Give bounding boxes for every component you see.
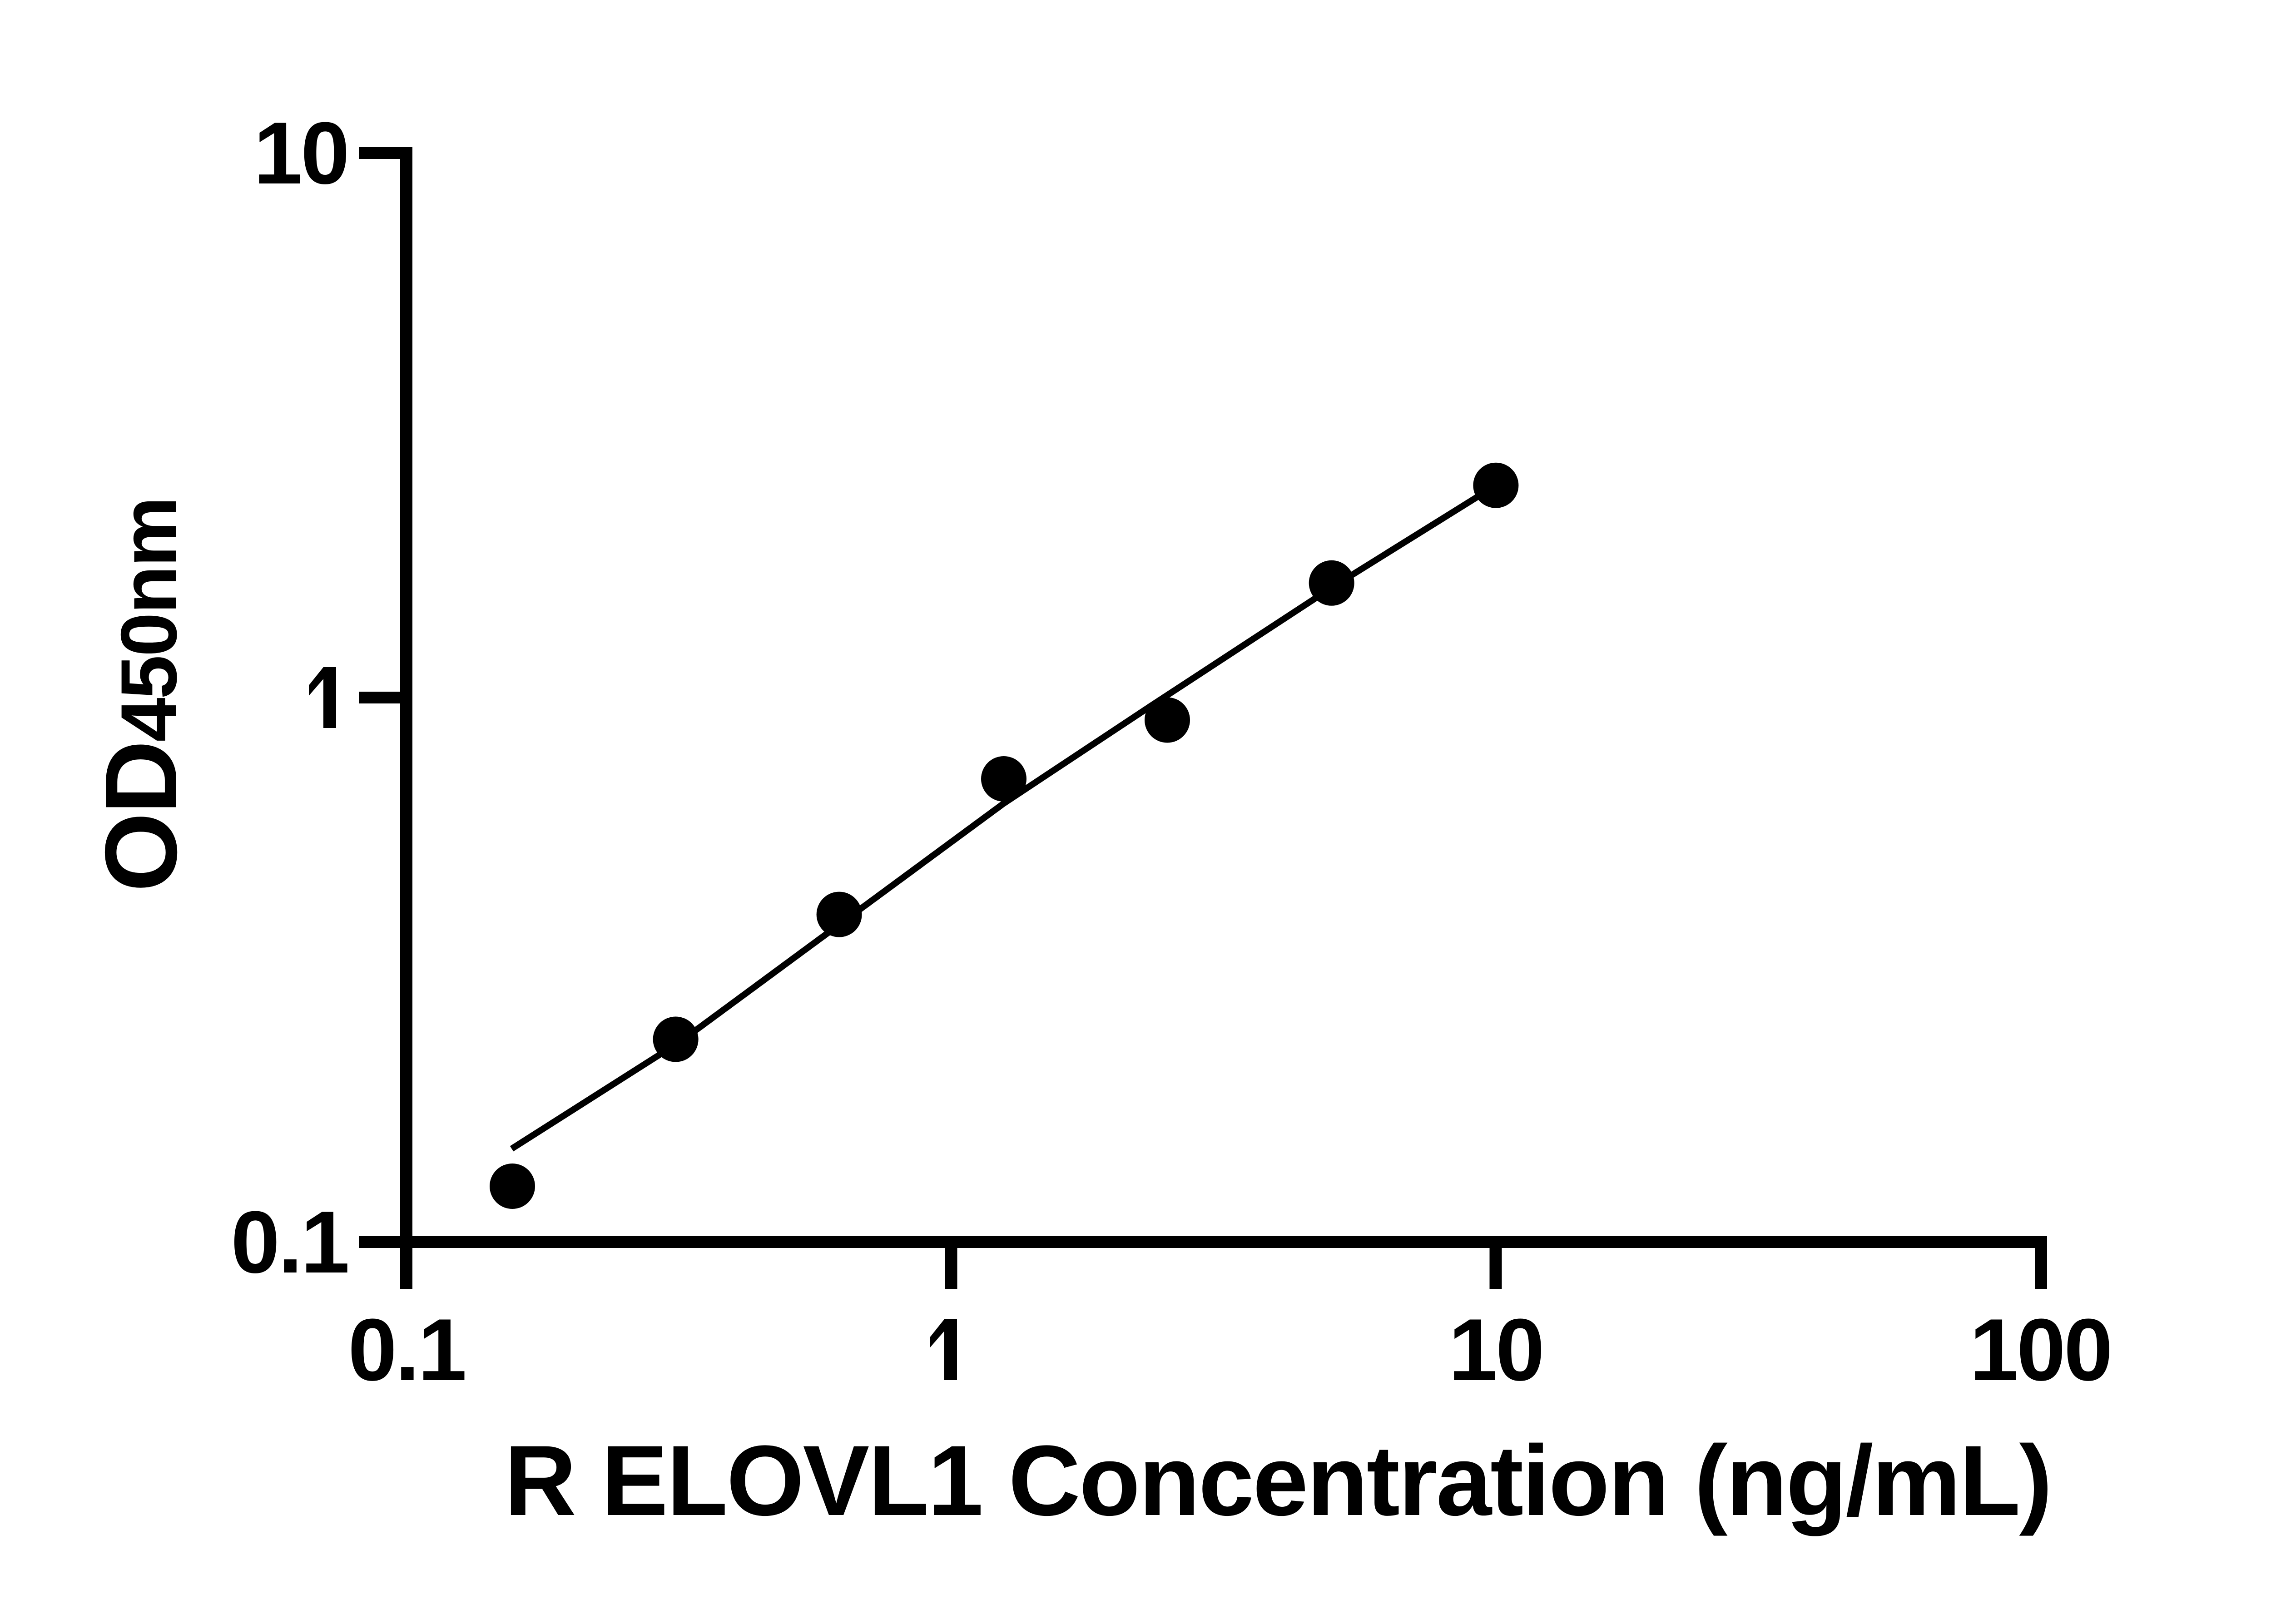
svg-text:0.1: 0.1 bbox=[348, 1301, 465, 1399]
svg-text:R ELOVL1 Concentration (ng/mL): R ELOVL1 Concentration (ng/mL) bbox=[504, 1425, 2051, 1536]
svg-text:100: 100 bbox=[1969, 1301, 2111, 1399]
svg-text:10: 10 bbox=[253, 104, 348, 203]
svg-text:0.1: 0.1 bbox=[231, 1193, 348, 1292]
svg-text:OD450nm: OD450nm bbox=[84, 498, 198, 892]
svg-text:10: 10 bbox=[1448, 1301, 1543, 1399]
